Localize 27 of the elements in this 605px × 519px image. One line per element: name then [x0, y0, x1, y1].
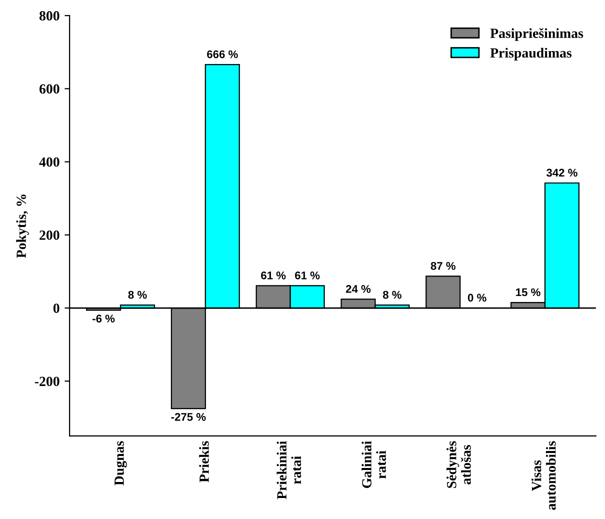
- x-tick-label: Priekiniai ratai: [276, 441, 302, 500]
- x-tick-label: Dugnas: [114, 441, 127, 486]
- y-tick-label: 800: [39, 11, 60, 21]
- y-tick-label: -200: [34, 376, 60, 386]
- x-tick-label: Priekis: [199, 441, 209, 482]
- data-label: 15 %: [516, 288, 540, 296]
- y-tick-label: 0: [53, 304, 60, 313]
- data-label: 666 %: [207, 50, 238, 58]
- y-tick-label: 600: [39, 84, 60, 94]
- data-label: 8 %: [128, 290, 147, 299]
- legend-label: Prispaudimas: [490, 48, 572, 60]
- y-tick-label: 400: [39, 157, 60, 167]
- data-label: 0 %: [468, 294, 486, 302]
- data-label: -275 %: [171, 413, 206, 421]
- x-tick-label: Visas automobilis: [531, 441, 556, 510]
- data-label: -6 %: [92, 314, 115, 323]
- y-tick-label: 200: [40, 230, 60, 240]
- data-label: 87 %: [430, 262, 456, 270]
- x-tick-label: Galiniai ratai: [362, 441, 386, 488]
- x-tick-label: Sėdynės atlošas: [446, 441, 471, 488]
- data-label: 342 %: [546, 168, 578, 177]
- data-label: 24 %: [346, 285, 371, 293]
- data-label: 61 %: [295, 271, 320, 280]
- y-axis-title: Pokytis, %: [16, 194, 29, 258]
- data-label: 8 %: [382, 290, 402, 299]
- legend-label: Pasipriešinimas: [490, 28, 584, 41]
- data-label: 61 %: [261, 271, 286, 280]
